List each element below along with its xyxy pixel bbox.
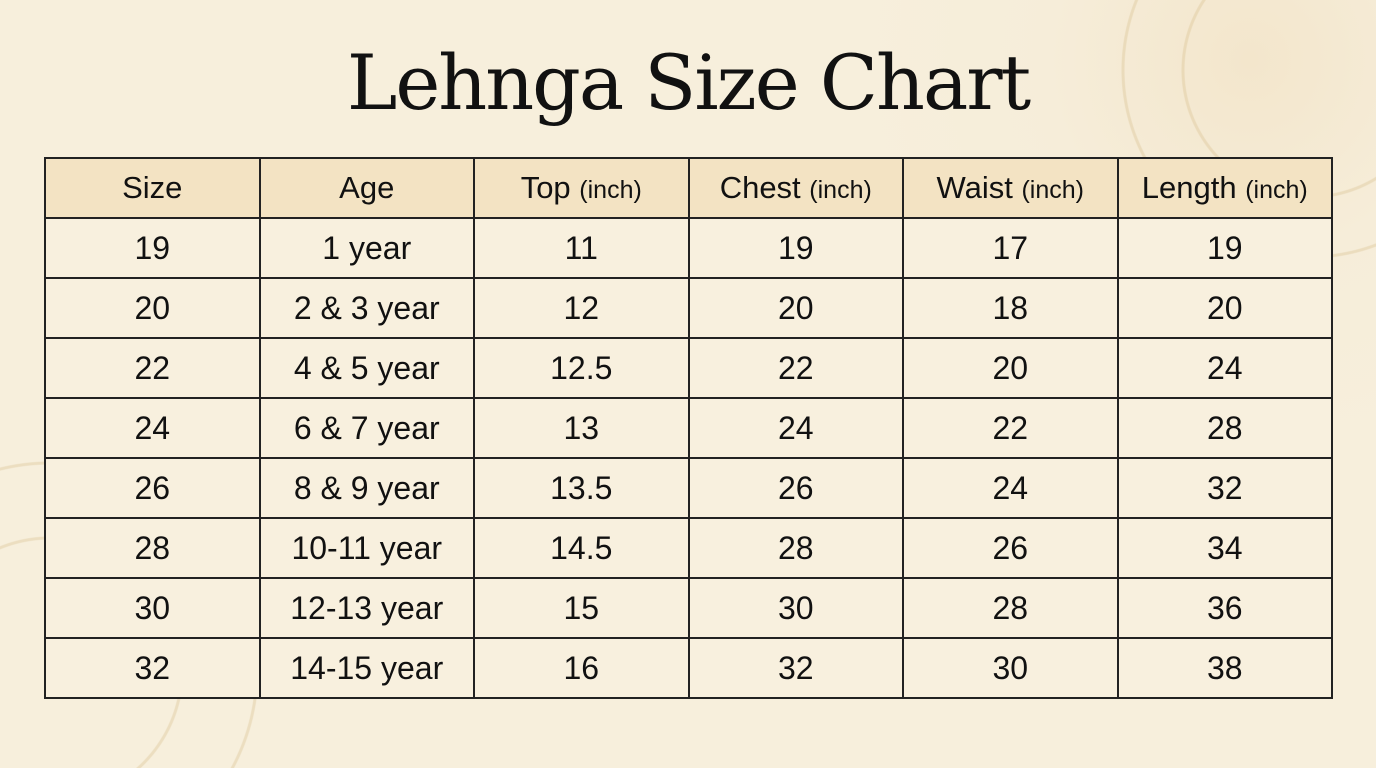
table-cell: 19 xyxy=(687,217,904,279)
column-header: Size xyxy=(44,157,261,219)
column-header: Length (inch) xyxy=(1116,157,1333,219)
table-cell: 16 xyxy=(473,637,690,699)
table-cell: 14-15 year xyxy=(258,637,475,699)
header-row: Size Age Top (inch) Chest (inch) Waist (inch… xyxy=(44,157,1333,219)
table-cell: 32 xyxy=(1116,457,1333,519)
table-cell: 26 xyxy=(687,457,904,519)
table-cell: 8 & 9 year xyxy=(258,457,475,519)
table-cell: 17 xyxy=(902,217,1119,279)
table-cell: 13 xyxy=(473,397,690,459)
table-cell: 26 xyxy=(902,517,1119,579)
column-header-label: Top xyxy=(520,170,571,205)
table-row: 19 1 year 11 19 17 19 xyxy=(44,217,1333,279)
table-cell: 12-13 year xyxy=(258,577,475,639)
table-cell: 32 xyxy=(687,637,904,699)
table-cell: 19 xyxy=(44,217,261,279)
table-row: 20 2 & 3 year 12 20 18 20 xyxy=(44,277,1333,339)
table-cell: 22 xyxy=(687,337,904,399)
table-cell: 11 xyxy=(473,217,690,279)
table-cell: 12 xyxy=(473,277,690,339)
table-cell: 10-11 year xyxy=(258,517,475,579)
page-title: Lehnga Size Chart xyxy=(346,38,1031,127)
table-row: 22 4 & 5 year 12.5 22 20 24 xyxy=(44,337,1333,399)
table-cell: 26 xyxy=(44,457,261,519)
column-header-unit: (inch) xyxy=(1021,176,1084,204)
table-cell: 22 xyxy=(902,397,1119,459)
table-cell: 1 year xyxy=(258,217,475,279)
column-header: Top (inch) xyxy=(473,157,690,219)
table-cell: 20 xyxy=(687,277,904,339)
table-cell: 24 xyxy=(44,397,261,459)
table-row: 28 10-11 year 14.5 28 26 34 xyxy=(44,517,1333,579)
column-header-label: Waist xyxy=(936,170,1013,205)
table-row: 30 12-13 year 15 30 28 36 xyxy=(44,577,1333,639)
table-row: 24 6 & 7 year 13 24 22 28 xyxy=(44,397,1333,459)
table-cell: 28 xyxy=(902,577,1119,639)
table-cell: 22 xyxy=(44,337,261,399)
column-header: Chest (inch) xyxy=(687,157,904,219)
table-cell: 20 xyxy=(44,277,261,339)
table-cell: 19 xyxy=(1116,217,1333,279)
table-cell: 28 xyxy=(687,517,904,579)
column-header-unit: (inch) xyxy=(1245,176,1308,204)
column-header-label: Length xyxy=(1141,170,1237,205)
table-cell: 38 xyxy=(1116,637,1333,699)
table-cell: 30 xyxy=(44,577,261,639)
column-header-label: Age xyxy=(339,170,395,205)
column-header-label: Size xyxy=(122,170,183,205)
table-cell: 2 & 3 year xyxy=(258,277,475,339)
table-cell: 4 & 5 year xyxy=(258,337,475,399)
table-cell: 20 xyxy=(1116,277,1333,339)
table-cell: 14.5 xyxy=(473,517,690,579)
table-cell: 24 xyxy=(902,457,1119,519)
table-cell: 34 xyxy=(1116,517,1333,579)
table-cell: 28 xyxy=(44,517,261,579)
table-row: 26 8 & 9 year 13.5 26 24 32 xyxy=(44,457,1333,519)
table-cell: 6 & 7 year xyxy=(258,397,475,459)
table-cell: 20 xyxy=(902,337,1119,399)
table-cell: 13.5 xyxy=(473,457,690,519)
column-header: Age xyxy=(258,157,475,219)
table-cell: 18 xyxy=(902,277,1119,339)
column-header-unit: (inch) xyxy=(809,176,872,204)
table-row: 32 14-15 year 16 32 30 38 xyxy=(44,637,1333,699)
table-cell: 28 xyxy=(1116,397,1333,459)
table-cell: 32 xyxy=(44,637,261,699)
table-cell: 30 xyxy=(902,637,1119,699)
table-cell: 24 xyxy=(1116,337,1333,399)
table-cell: 36 xyxy=(1116,577,1333,639)
table-cell: 24 xyxy=(687,397,904,459)
column-header: Waist (inch) xyxy=(902,157,1119,219)
column-header-label: Chest xyxy=(719,170,801,205)
table-cell: 30 xyxy=(687,577,904,639)
size-table: Size Age Top (inch) Chest (inch) Waist (inch… xyxy=(44,157,1333,699)
table-cell: 12.5 xyxy=(473,337,690,399)
column-header-unit: (inch) xyxy=(579,176,642,204)
table-cell: 15 xyxy=(473,577,690,639)
